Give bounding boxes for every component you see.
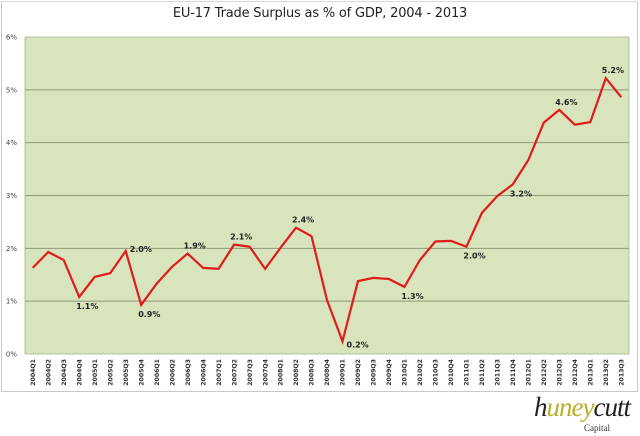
x-tick-label: 2006Q2: [169, 359, 176, 386]
x-tick-label: 2006Q3: [185, 359, 192, 386]
data-label: 1.3%: [401, 292, 423, 301]
data-label: 1.9%: [184, 242, 206, 251]
y-tick-label: 6%: [6, 34, 17, 42]
y-tick-label: 4%: [6, 139, 17, 147]
x-tick-label: 2011Q1: [464, 359, 471, 386]
x-tick-label: 2013Q2: [603, 359, 610, 386]
x-tick-label: 2013Q1: [587, 359, 594, 386]
data-label: 2.4%: [292, 216, 314, 225]
y-tick-label: 1%: [6, 298, 17, 306]
x-tick-label: 2013Q3: [618, 359, 625, 386]
x-tick-label: 2007Q2: [231, 359, 238, 386]
x-tick-label: 2009Q2: [355, 359, 362, 386]
chart-title: EU-17 Trade Surplus as % of GDP, 2004 - …: [172, 6, 468, 21]
x-tick-label: 2005Q3: [123, 359, 130, 386]
honeycutt-capital-logo: huneycutt Capital: [534, 392, 634, 436]
logo-wordmark: huneycutt: [534, 392, 631, 423]
x-tick-label: 2010Q3: [433, 359, 440, 386]
x-tick-label: 2006Q4: [200, 358, 207, 385]
y-tick-label: 3%: [6, 192, 17, 200]
x-tick-label: 2008Q3: [309, 359, 316, 386]
x-tick-label: 2012Q2: [541, 359, 548, 386]
x-tick-label: 2006Q1: [154, 359, 161, 386]
x-tick-label: 2005Q4: [138, 358, 145, 385]
data-label: 4.6%: [555, 98, 577, 107]
x-axis: 2004Q1 2004Q2 2004Q3 2004Q4 2005Q1 2005Q2 2005…: [30, 358, 626, 385]
x-tick-label: 2005Q1: [92, 359, 99, 386]
data-labels: 1.1% 2.0% 0.9% 1.9% 2.1% 2.4% 0.2% 1.3% 2.0% 3.2%…: [76, 66, 624, 349]
x-tick-label: 2010Q1: [402, 359, 409, 386]
x-tick-label: 2004Q3: [61, 359, 68, 386]
data-label: 2.0%: [130, 245, 152, 254]
data-label: 0.2%: [347, 340, 369, 349]
data-label: 3.2%: [510, 189, 532, 198]
x-tick-label: 2009Q1: [340, 359, 347, 386]
logo-subtitle: Capital: [584, 423, 610, 433]
x-tick-label: 2009Q3: [371, 359, 378, 386]
data-label: 2.1%: [230, 233, 252, 242]
x-tick-label: 2010Q2: [417, 359, 424, 386]
x-tick-label: 2009Q4: [386, 358, 393, 385]
x-tick-label: 2007Q4: [262, 358, 269, 385]
series-line: [31, 75, 623, 345]
y-axis: 0% 1% 2% 3% 4% 5% 6%: [6, 34, 17, 359]
x-tick-label: 2008Q2: [293, 359, 300, 386]
logo-prefix: h: [534, 392, 547, 422]
x-tick-label: 2007Q3: [247, 359, 254, 386]
data-label: 5.2%: [602, 66, 624, 75]
data-label: 2.0%: [463, 252, 485, 261]
x-tick-label: 2005Q2: [107, 359, 114, 386]
x-tick-label: 2004Q2: [45, 359, 52, 386]
logo-accent: uney: [546, 392, 595, 422]
gridlines: [25, 89, 629, 302]
x-tick-label: 2010Q4: [448, 358, 455, 385]
y-tick-label: 0%: [6, 351, 17, 359]
x-tick-label: 2004Q1: [30, 359, 37, 386]
y-tick-label: 5%: [6, 86, 17, 94]
x-tick-label: 2004Q4: [76, 358, 83, 385]
x-tick-label: 2011Q3: [495, 359, 502, 386]
x-tick-label: 2011Q2: [479, 359, 486, 386]
x-tick-label: 2012Q3: [557, 359, 564, 386]
data-label: 0.9%: [138, 310, 160, 319]
x-tick-label: 2007Q1: [216, 359, 223, 386]
logo-suffix: cutt: [593, 392, 630, 422]
x-tick-label: 2011Q4: [510, 358, 517, 385]
x-tick-label: 2008Q4: [324, 358, 331, 385]
x-tick-label: 2012Q1: [526, 359, 533, 386]
x-tick-label: 2012Q4: [572, 358, 579, 385]
data-label: 1.1%: [76, 302, 98, 311]
x-tick-label: 2008Q1: [278, 359, 285, 386]
y-tick-label: 2%: [6, 245, 17, 253]
